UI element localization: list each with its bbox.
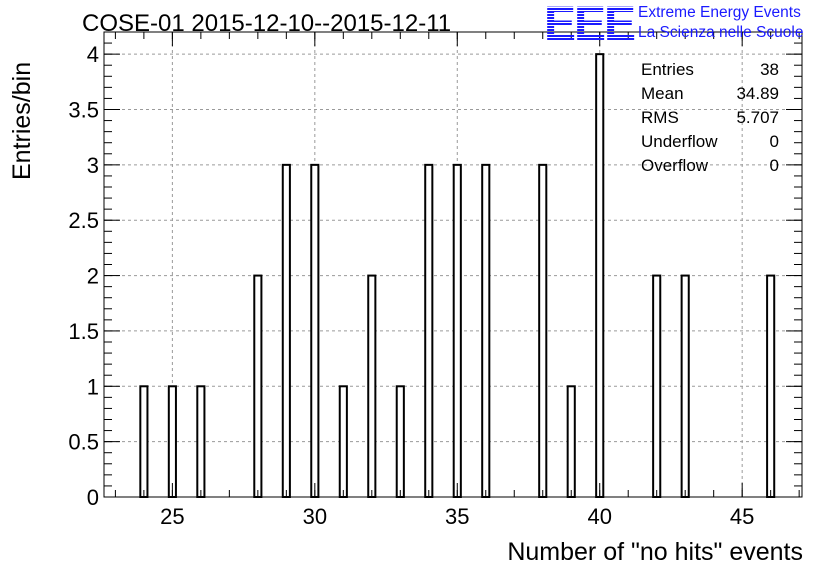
y-tick-label: 3 [87,153,99,178]
x-tick-label: 45 [730,504,754,529]
x-tick-label: 25 [160,504,184,529]
y-axis-label: Entries/bin [8,61,36,180]
y-tick-label: 4 [87,42,99,67]
axis-ticks [104,31,802,498]
y-tick-label: 1 [87,374,99,399]
stats-row-rms: RMS 5.707 [641,108,779,132]
x-tick-label: 30 [303,504,327,529]
histogram-bar [538,163,548,498]
histogram-bar [367,274,377,499]
stats-value: 0 [769,156,779,175]
stats-row-mean: Mean 34.89 [641,84,779,108]
x-tick-label: 35 [445,504,469,529]
stats-row-underflow: Underflow 0 [641,132,779,156]
histogram-bar [395,385,405,498]
histogram-bar [452,163,462,498]
stats-row-overflow: Overflow 0 [641,156,779,180]
y-tick-label: 3.5 [68,98,99,123]
x-tick-label: 40 [587,504,611,529]
histogram-bar [139,385,149,498]
histogram-bar [566,385,576,498]
histogram-bar [424,163,434,498]
x-tick-labels: 25 30 35 40 45 [160,504,754,529]
histogram-bar [167,385,177,498]
stats-label: Underflow [641,132,718,151]
logo-text: Extreme Energy Events La Scienza nelle S… [638,3,803,43]
y-tick-labels: 0 0.5 1 1.5 2 2.5 3 3.5 4 [68,42,99,510]
stats-label: Overflow [641,156,709,175]
stats-row-entries: Entries 38 [641,60,779,84]
y-tick-label: 2.5 [68,208,99,233]
chart-title: COSE-01 2015-12-10--2015-12-11 [82,10,452,37]
eee-logo-mark: EEE [544,2,635,44]
stats-value: 34.89 [736,84,779,103]
histogram-bar [652,274,662,499]
histogram-bar [253,274,263,499]
y-tick-label: 0 [87,485,99,510]
histogram-bar [680,274,690,499]
stats-label: Mean [641,84,684,103]
histogram-bar [310,163,320,498]
stats-value: 5.707 [736,108,779,127]
stats-value: 38 [760,60,779,79]
stats-label: Entries [641,60,694,79]
eee-logo-icon: EEE [544,2,636,44]
logo-line-2: La Scienza nelle Scuole [638,24,804,41]
x-axis-label: Number of "no hits" events [507,538,803,566]
y-tick-label: 0.5 [68,430,99,455]
histogram-bar [338,385,348,498]
histogram-bar [766,274,776,499]
y-tick-label: 1.5 [68,319,99,344]
logo-line-1: Extreme Energy Events [638,4,801,21]
stats-value: 0 [769,132,779,151]
histogram-bar [196,385,206,498]
histogram-bar [595,53,605,499]
histogram-bar [481,163,491,498]
histogram-bar [281,163,291,498]
stats-box: Entries 38 Mean 34.89 RMS 5.707 Underflo… [641,60,779,180]
stats-label: RMS [641,108,679,127]
y-tick-label: 2 [87,264,99,289]
